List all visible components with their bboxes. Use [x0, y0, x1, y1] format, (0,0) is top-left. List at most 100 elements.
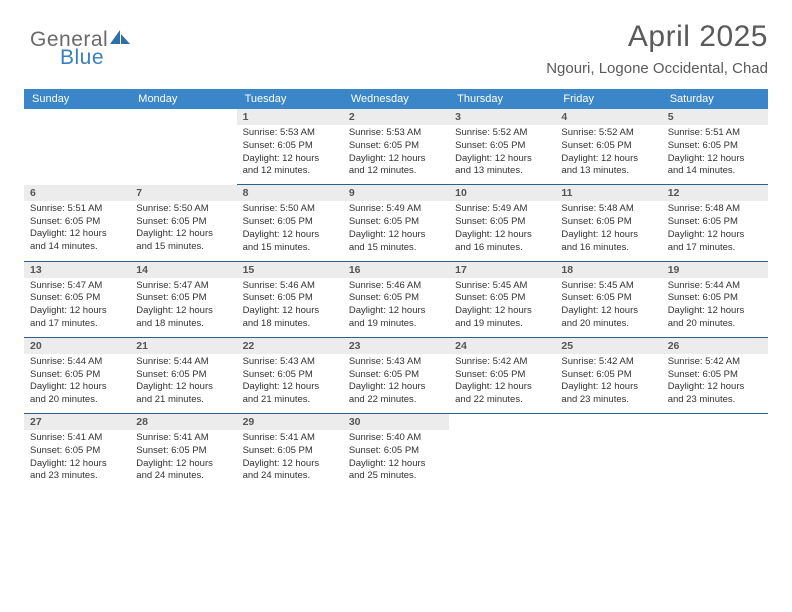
logo-word-blue: Blue [60, 46, 104, 69]
location-subtitle: Ngouri, Logone Occidental, Chad [546, 60, 768, 77]
daylight-text: Daylight: 12 hours and 22 minutes. [455, 381, 549, 407]
dayname-header: Saturday [662, 89, 768, 109]
calendar-day-cell [24, 109, 130, 185]
sunrise-text: Sunrise: 5:53 AM [243, 127, 337, 140]
calendar-week-row: 1Sunrise: 5:53 AMSunset: 6:05 PMDaylight… [24, 109, 768, 185]
sunset-text: Sunset: 6:05 PM [349, 292, 443, 305]
sunset-text: Sunset: 6:05 PM [30, 445, 124, 458]
day-number: 5 [662, 109, 768, 125]
day-details: Sunrise: 5:46 AMSunset: 6:05 PMDaylight:… [343, 278, 449, 337]
daylight-text: Daylight: 12 hours and 23 minutes. [30, 458, 124, 484]
daylight-text: Daylight: 12 hours and 23 minutes. [668, 381, 762, 407]
dayname-header: Sunday [24, 89, 130, 109]
calendar-day-cell: 8Sunrise: 5:50 AMSunset: 6:05 PMDaylight… [237, 185, 343, 261]
daylight-text: Daylight: 12 hours and 13 minutes. [455, 153, 549, 179]
sunrise-text: Sunrise: 5:47 AM [30, 280, 124, 293]
sunrise-text: Sunrise: 5:41 AM [30, 432, 124, 445]
calendar-day-cell: 6Sunrise: 5:51 AMSunset: 6:05 PMDaylight… [24, 185, 130, 261]
day-details: Sunrise: 5:42 AMSunset: 6:05 PMDaylight:… [662, 354, 768, 413]
sunrise-text: Sunrise: 5:45 AM [561, 280, 655, 293]
daylight-text: Daylight: 12 hours and 22 minutes. [349, 381, 443, 407]
logo-text: General Blue [30, 28, 132, 76]
calendar-week-row: 27Sunrise: 5:41 AMSunset: 6:05 PMDayligh… [24, 414, 768, 490]
sunset-text: Sunset: 6:05 PM [668, 292, 762, 305]
daylight-text: Daylight: 12 hours and 17 minutes. [668, 229, 762, 255]
calendar-day-cell: 20Sunrise: 5:44 AMSunset: 6:05 PMDayligh… [24, 337, 130, 413]
day-details: Sunrise: 5:50 AMSunset: 6:05 PMDaylight:… [130, 201, 236, 260]
day-number: 29 [237, 414, 343, 430]
calendar-day-cell: 9Sunrise: 5:49 AMSunset: 6:05 PMDaylight… [343, 185, 449, 261]
day-number: 18 [555, 262, 661, 278]
sunrise-text: Sunrise: 5:49 AM [455, 203, 549, 216]
day-details: Sunrise: 5:45 AMSunset: 6:05 PMDaylight:… [555, 278, 661, 337]
day-details: Sunrise: 5:40 AMSunset: 6:05 PMDaylight:… [343, 430, 449, 489]
sunrise-text: Sunrise: 5:44 AM [668, 280, 762, 293]
sunrise-text: Sunrise: 5:41 AM [136, 432, 230, 445]
calendar-day-cell: 3Sunrise: 5:52 AMSunset: 6:05 PMDaylight… [449, 109, 555, 185]
calendar-day-cell: 15Sunrise: 5:46 AMSunset: 6:05 PMDayligh… [237, 261, 343, 337]
calendar-day-cell: 4Sunrise: 5:52 AMSunset: 6:05 PMDaylight… [555, 109, 661, 185]
sunset-text: Sunset: 6:05 PM [349, 369, 443, 382]
daylight-text: Daylight: 12 hours and 23 minutes. [561, 381, 655, 407]
empty-day [24, 109, 130, 167]
calendar-day-cell: 19Sunrise: 5:44 AMSunset: 6:05 PMDayligh… [662, 261, 768, 337]
day-number: 7 [130, 185, 236, 201]
calendar-header-row: Sunday Monday Tuesday Wednesday Thursday… [24, 89, 768, 109]
calendar-day-cell: 7Sunrise: 5:50 AMSunset: 6:05 PMDaylight… [130, 185, 236, 261]
day-number: 3 [449, 109, 555, 125]
day-details: Sunrise: 5:50 AMSunset: 6:05 PMDaylight:… [237, 201, 343, 260]
dayname-header: Tuesday [237, 89, 343, 109]
calendar-day-cell: 5Sunrise: 5:51 AMSunset: 6:05 PMDaylight… [662, 109, 768, 185]
page-title: April 2025 [546, 20, 768, 54]
calendar-day-cell: 11Sunrise: 5:48 AMSunset: 6:05 PMDayligh… [555, 185, 661, 261]
sunset-text: Sunset: 6:05 PM [668, 216, 762, 229]
day-number: 1 [237, 109, 343, 125]
calendar-day-cell: 14Sunrise: 5:47 AMSunset: 6:05 PMDayligh… [130, 261, 236, 337]
day-number: 19 [662, 262, 768, 278]
sunset-text: Sunset: 6:05 PM [349, 445, 443, 458]
day-details: Sunrise: 5:43 AMSunset: 6:05 PMDaylight:… [343, 354, 449, 413]
daylight-text: Daylight: 12 hours and 24 minutes. [243, 458, 337, 484]
calendar-day-cell [555, 414, 661, 490]
day-number: 20 [24, 338, 130, 354]
day-number: 13 [24, 262, 130, 278]
sunset-text: Sunset: 6:05 PM [30, 292, 124, 305]
day-number: 24 [449, 338, 555, 354]
sunrise-text: Sunrise: 5:51 AM [668, 127, 762, 140]
sunset-text: Sunset: 6:05 PM [136, 369, 230, 382]
sunset-text: Sunset: 6:05 PM [349, 140, 443, 153]
empty-day [449, 414, 555, 472]
sunrise-text: Sunrise: 5:42 AM [561, 356, 655, 369]
sunset-text: Sunset: 6:05 PM [30, 369, 124, 382]
daylight-text: Daylight: 12 hours and 18 minutes. [243, 305, 337, 331]
sunrise-text: Sunrise: 5:52 AM [561, 127, 655, 140]
day-details: Sunrise: 5:49 AMSunset: 6:05 PMDaylight:… [449, 201, 555, 260]
daylight-text: Daylight: 12 hours and 20 minutes. [30, 381, 124, 407]
day-details: Sunrise: 5:44 AMSunset: 6:05 PMDaylight:… [130, 354, 236, 413]
day-number: 26 [662, 338, 768, 354]
sunset-text: Sunset: 6:05 PM [136, 216, 230, 229]
sunrise-text: Sunrise: 5:50 AM [243, 203, 337, 216]
daylight-text: Daylight: 12 hours and 12 minutes. [349, 153, 443, 179]
daylight-text: Daylight: 12 hours and 19 minutes. [455, 305, 549, 331]
calendar-week-row: 6Sunrise: 5:51 AMSunset: 6:05 PMDaylight… [24, 185, 768, 261]
sunset-text: Sunset: 6:05 PM [668, 369, 762, 382]
day-details: Sunrise: 5:48 AMSunset: 6:05 PMDaylight:… [555, 201, 661, 260]
calendar-day-cell: 2Sunrise: 5:53 AMSunset: 6:05 PMDaylight… [343, 109, 449, 185]
empty-day [662, 414, 768, 472]
calendar-day-cell [130, 109, 236, 185]
daylight-text: Daylight: 12 hours and 15 minutes. [136, 228, 230, 254]
sunrise-text: Sunrise: 5:43 AM [243, 356, 337, 369]
daylight-text: Daylight: 12 hours and 24 minutes. [136, 458, 230, 484]
sunrise-text: Sunrise: 5:44 AM [136, 356, 230, 369]
sunset-text: Sunset: 6:05 PM [561, 140, 655, 153]
day-number: 25 [555, 338, 661, 354]
day-details: Sunrise: 5:51 AMSunset: 6:05 PMDaylight:… [662, 125, 768, 184]
sunset-text: Sunset: 6:05 PM [561, 369, 655, 382]
daylight-text: Daylight: 12 hours and 15 minutes. [243, 229, 337, 255]
day-details: Sunrise: 5:47 AMSunset: 6:05 PMDaylight:… [24, 278, 130, 337]
dayname-header: Thursday [449, 89, 555, 109]
day-number: 21 [130, 338, 236, 354]
calendar-day-cell: 26Sunrise: 5:42 AMSunset: 6:05 PMDayligh… [662, 337, 768, 413]
sunset-text: Sunset: 6:05 PM [668, 140, 762, 153]
